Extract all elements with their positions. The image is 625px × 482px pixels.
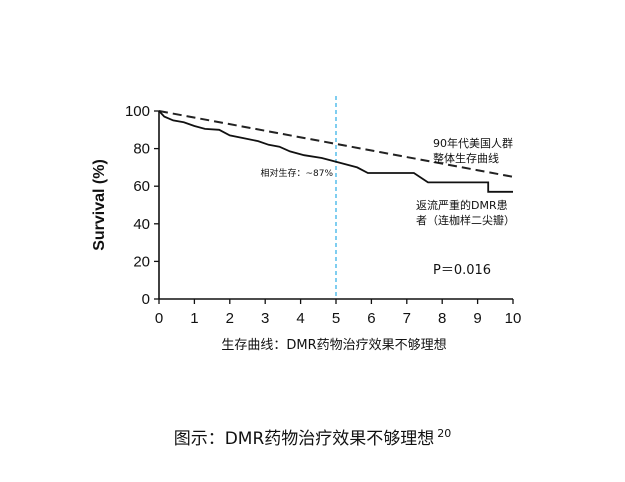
dashed-series-label-line-2: 整体生存曲线 [433,151,499,165]
y-tick-label: 100 [125,103,150,120]
figure-caption: 图示：DMR药物治疗效果不够理想 20 [0,424,625,449]
x-tick-label: 0 [155,310,163,327]
x-axis-label: 生存曲线：DMR药物治疗效果不够理想 [221,337,446,353]
y-tick-label: 40 [133,216,150,233]
solid-series-label: 返流严重的DMR患 者（连枷样二尖瓣） [416,198,515,227]
dashed-series-label-line-1: 90年代美国人群 [433,136,513,150]
x-tick-label: 3 [261,310,269,327]
figure-caption-ref: 20 [437,427,452,440]
solid-series-label-line-2: 者（连枷样二尖瓣） [416,213,515,227]
x-tick-label: 8 [438,310,446,327]
p-value-label: P＝0.016 [433,263,491,278]
y-axis-label: Survival (%) [91,159,108,251]
x-tick-label: 4 [296,310,304,327]
solid-series-label-line-1: 返流严重的DMR患 [416,198,508,212]
y-tick-label: 20 [133,253,150,270]
figure-caption-text: 图示：DMR药物治疗效果不够理想 [173,429,435,449]
series-lines [158,110,514,193]
x-tick-label: 2 [226,310,234,327]
x-tick-label: 6 [367,310,375,327]
x-tick-label: 1 [190,310,198,327]
survival-annotation: 相对生存：~87% [260,167,333,179]
x-tick-label: 10 [505,310,522,327]
y-tick-label: 80 [133,141,150,158]
x-tick-label: 7 [403,310,411,327]
x-tick-label: 9 [473,310,481,327]
dashed-series-label: 90年代美国人群 整体生存曲线 [433,136,513,165]
dashed-series-line [158,110,514,178]
solid-series-line [158,110,513,193]
y-tick-label: 0 [142,291,150,308]
y-tick-label: 60 [133,178,150,195]
x-tick-label: 5 [332,310,340,327]
